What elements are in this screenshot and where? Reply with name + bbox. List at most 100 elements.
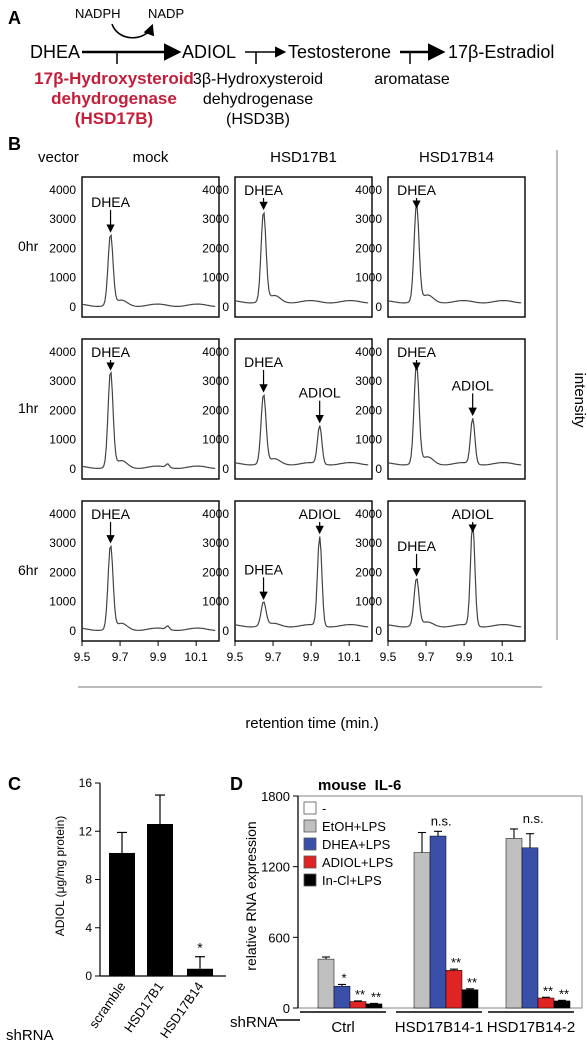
x-tick-label: 9.9 (150, 650, 167, 664)
d-bar (521, 847, 539, 1009)
d-legend-label: In-Cl+LPS (322, 873, 382, 888)
hsd17b-line-3: (HSD17B) (75, 109, 153, 128)
panel-d-title: mouse IL-6 (318, 777, 401, 794)
column-header: HSD17B1 (270, 149, 337, 166)
d-category-label: Ctrl (331, 1019, 354, 1036)
chromatogram-frame (387, 500, 526, 642)
d-legend-swatch (303, 873, 317, 887)
panel-label-d: D (230, 774, 243, 794)
panel-label-c: C (8, 774, 21, 794)
d-category-label: HSD17B14-1 (395, 1019, 483, 1036)
d-bar (349, 1001, 367, 1009)
d-bar (333, 985, 351, 1009)
x-tick-label: 9.5 (227, 650, 244, 664)
y-tick-label: 1000 (355, 433, 382, 447)
column-header: HSD17B14 (419, 149, 494, 166)
y-tick-label: 2000 (355, 565, 382, 579)
dhea-label: DHEA (30, 42, 80, 62)
chromatogram-trace (234, 393, 369, 466)
d-significance: ** (451, 955, 461, 970)
peak-label: ADIOL (452, 506, 494, 522)
x-tick-label: 9.7 (418, 650, 435, 664)
intensity-axis-label: intensity (571, 372, 587, 428)
chromatogram-trace (81, 544, 216, 631)
d-bar (461, 989, 479, 1009)
y-tick-label: 3000 (355, 212, 382, 226)
hsd17b-line-2: dehydrogenase (51, 89, 177, 108)
y-tick-label: 4000 (202, 183, 229, 197)
peak-label: DHEA (397, 182, 437, 198)
row-label: 1hr (18, 400, 39, 416)
estradiol-label: 17β-Estradiol (448, 42, 554, 62)
d-bar (317, 958, 335, 1009)
d-significance: ** (371, 989, 381, 1004)
y-tick-label: 3000 (355, 536, 382, 550)
d-significance: ** (543, 983, 553, 998)
panel-label-b: B (8, 134, 21, 154)
y-tick-label: 1000 (355, 595, 382, 609)
nadph-label: NADPH (75, 6, 121, 21)
aromatase-label: aromatase (374, 71, 450, 88)
panel-d: D mouse IL-6 relative RNA expression 0 60… (230, 774, 583, 1036)
peak-label: DHEA (91, 344, 131, 360)
y-tick-label: 2000 (49, 565, 76, 579)
peak-label: DHEA (91, 506, 131, 522)
y-tick-label: 2000 (202, 565, 229, 579)
y-tick-label: 4000 (355, 507, 382, 521)
y-tick-label: 1000 (202, 433, 229, 447)
d-legend-label: - (322, 801, 326, 816)
d-legend-label: EtOH+LPS (322, 819, 386, 834)
chromatogram-trace (81, 233, 216, 307)
d-bar (445, 970, 463, 1009)
panel-label-a: A (8, 8, 21, 28)
y-tick-label: 3000 (202, 536, 229, 550)
d-significance: ** (559, 986, 569, 1001)
c-significance: * (197, 940, 203, 956)
panel-c-xlabel: shRNA (6, 1027, 54, 1044)
peak-label: DHEA (244, 354, 284, 370)
d-y-tick-label: 600 (268, 930, 290, 945)
d-bar (413, 852, 431, 1009)
hsd17b-line-1: 17β-Hydroxysteroid (34, 69, 194, 88)
c-y-tick-label: 16 (79, 776, 93, 790)
y-tick-label: 4000 (355, 345, 382, 359)
y-tick-label: 3000 (49, 212, 76, 226)
chromatogram-frame (81, 500, 220, 642)
c-category-label: scramble (86, 979, 129, 1031)
chromatogram-trace (387, 204, 522, 304)
peak-label: DHEA (397, 344, 437, 360)
d-bar (553, 1000, 571, 1009)
y-tick-label: 2000 (355, 241, 382, 255)
y-tick-label: 0 (222, 624, 229, 638)
row-label: 0hr (18, 238, 39, 254)
y-tick-label: 1000 (202, 271, 229, 285)
x-tick-label: 10.1 (337, 650, 361, 664)
y-tick-label: 3000 (49, 536, 76, 550)
c-y-tick-label: 4 (85, 921, 92, 935)
y-tick-label: 2000 (49, 403, 76, 417)
y-tick-label: 1000 (49, 433, 76, 447)
chromatogram-trace (387, 363, 522, 466)
vector-label: vector (38, 149, 79, 166)
panel-d-xlabel: shRNA (230, 1014, 278, 1031)
adiol-label: ADIOL (182, 42, 236, 62)
x-tick-label: 9.7 (265, 650, 282, 664)
chromatogram-trace (387, 523, 522, 628)
y-tick-label: 4000 (202, 345, 229, 359)
chromatogram-frame (387, 176, 526, 318)
d-legend-swatch (303, 837, 317, 851)
d-legend-label: DHEA+LPS (322, 837, 391, 852)
x-tick-label: 9.5 (380, 650, 397, 664)
y-tick-label: 3000 (49, 374, 76, 388)
y-tick-label: 2000 (202, 403, 229, 417)
c-bar (187, 968, 213, 976)
y-tick-label: 1000 (202, 595, 229, 609)
d-category-label: HSD17B14-2 (487, 1019, 575, 1036)
y-tick-label: 1000 (49, 271, 76, 285)
peak-label: ADIOL (452, 377, 494, 393)
y-tick-label: 4000 (49, 507, 76, 521)
panel-c-ylabel: ADIOL (μg/mg protein) (53, 816, 67, 937)
y-tick-label: 2000 (355, 403, 382, 417)
